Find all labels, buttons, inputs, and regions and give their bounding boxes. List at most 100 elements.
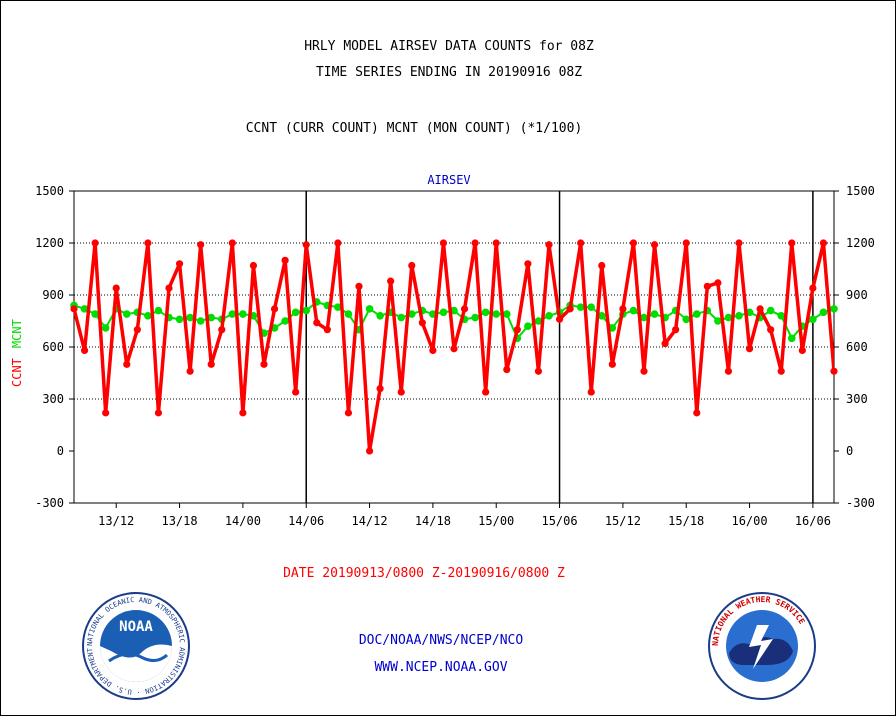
y-tick-label: 1200 [35,236,64,250]
data-point-mcnt [735,312,743,320]
data-point-ccnt [524,260,532,268]
data-point-mcnt [122,310,131,318]
data-point-ccnt [788,239,796,247]
data-point-ccnt [133,326,141,334]
data-point-ccnt [693,409,701,417]
data-point-ccnt [429,346,437,355]
data-point-ccnt [809,284,817,292]
data-point-mcnt [629,306,638,315]
y-tick-label: -300 [35,496,64,510]
data-point-mcnt [576,303,585,311]
data-point-mcnt [144,312,152,320]
y-tick-label: 0 [57,444,64,458]
y-tick-label-right: 1500 [846,184,875,198]
data-point-ccnt [260,360,268,368]
data-point-ccnt [608,360,616,368]
y-tick-label-right: 600 [846,340,868,354]
data-point-mcnt [545,312,553,320]
x-tick-label: 15/18 [668,514,704,528]
data-point-ccnt [365,447,374,455]
data-point-mcnt [597,312,606,320]
data-point-mcnt [534,317,543,325]
data-point-ccnt [798,346,806,355]
data-point-mcnt [207,313,216,322]
data-point-mcnt [692,310,701,318]
data-point-ccnt [376,385,384,393]
data-point-mcnt [80,305,89,313]
panel-label: AIRSEV [427,173,471,187]
data-point-mcnt [291,308,300,317]
chart-title-line2: TIME SERIES ENDING IN 20190916 08Z [315,65,583,80]
x-tick-label: 15/12 [605,514,641,528]
data-point-mcnt [302,306,311,315]
data-point-ccnt [471,239,479,247]
y-tick-label: 600 [42,340,64,354]
x-tick-label: 13/12 [98,514,134,528]
y-tick-label-right: -300 [846,496,875,510]
data-point-mcnt [407,310,416,318]
data-point-ccnt [144,239,152,247]
data-point-ccnt [482,388,490,396]
noaa-logo: NOAA NATIONAL OCEANIC AND ATMOSPHERIC AD… [81,591,190,700]
data-point-ccnt [313,319,321,327]
credit-url[interactable]: WWW.NCEP.NOAA.GOV [374,660,508,675]
y-axis-label-ccnt: CCNT [10,358,24,387]
data-point-mcnt [196,317,205,325]
chart-title: HRLY MODEL AIRSEV DATA COUNTS for 08Z [304,39,594,54]
data-point-ccnt [534,367,543,375]
data-point-ccnt [672,326,680,334]
data-point-ccnt [302,241,310,249]
data-point-mcnt [587,303,596,311]
data-point-mcnt [777,312,786,320]
data-point-ccnt [344,409,353,417]
data-point-mcnt [724,313,733,322]
data-point-ccnt [387,277,395,285]
data-point-ccnt [123,360,131,368]
y-tick-label-right: 900 [846,288,868,302]
data-point-ccnt [650,241,659,249]
data-point-ccnt [112,284,120,292]
data-point-ccnt [640,367,648,375]
x-tick-label: 13/18 [161,514,197,528]
data-point-ccnt [566,305,574,313]
data-point-ccnt [503,365,511,374]
data-point-ccnt [334,239,342,247]
data-point-mcnt [154,306,163,315]
data-point-ccnt [239,409,247,417]
noaa-logo-text: NOAA [119,619,153,635]
y-tick-label-right: 1200 [846,236,875,250]
data-point-ccnt [186,367,194,375]
data-point-ccnt [598,261,606,270]
data-point-ccnt [218,326,226,334]
nws-logo: NATIONAL WEATHER SERVICE [708,592,816,700]
data-point-ccnt [577,239,585,247]
data-point-mcnt [502,310,511,318]
data-point-ccnt [154,409,163,417]
data-point-ccnt [91,239,99,247]
data-point-ccnt [724,367,733,375]
data-point-mcnt [239,310,247,318]
data-point-mcnt [766,306,775,315]
y-axis-label: CCNT MCNT [10,319,24,387]
data-point-mcnt [334,303,342,311]
data-point-mcnt [91,310,99,318]
data-point-mcnt [186,313,194,322]
data-point-mcnt [397,313,406,322]
data-point-ccnt [408,261,416,270]
data-point-ccnt [197,241,205,249]
data-point-ccnt [555,315,564,323]
data-point-mcnt [439,308,448,317]
data-point-mcnt [228,310,237,318]
data-point-mcnt [492,310,501,318]
data-point-ccnt [735,239,743,247]
data-point-mcnt [809,315,817,324]
data-point-mcnt [650,310,659,318]
data-point-ccnt [207,360,215,368]
data-point-mcnt [714,317,722,325]
data-point-ccnt [70,305,78,313]
data-point-ccnt [830,367,838,375]
data-point-mcnt [101,324,110,332]
y-tick-label-right: 0 [846,444,853,458]
data-point-ccnt [492,239,500,247]
data-point-ccnt [175,260,184,268]
